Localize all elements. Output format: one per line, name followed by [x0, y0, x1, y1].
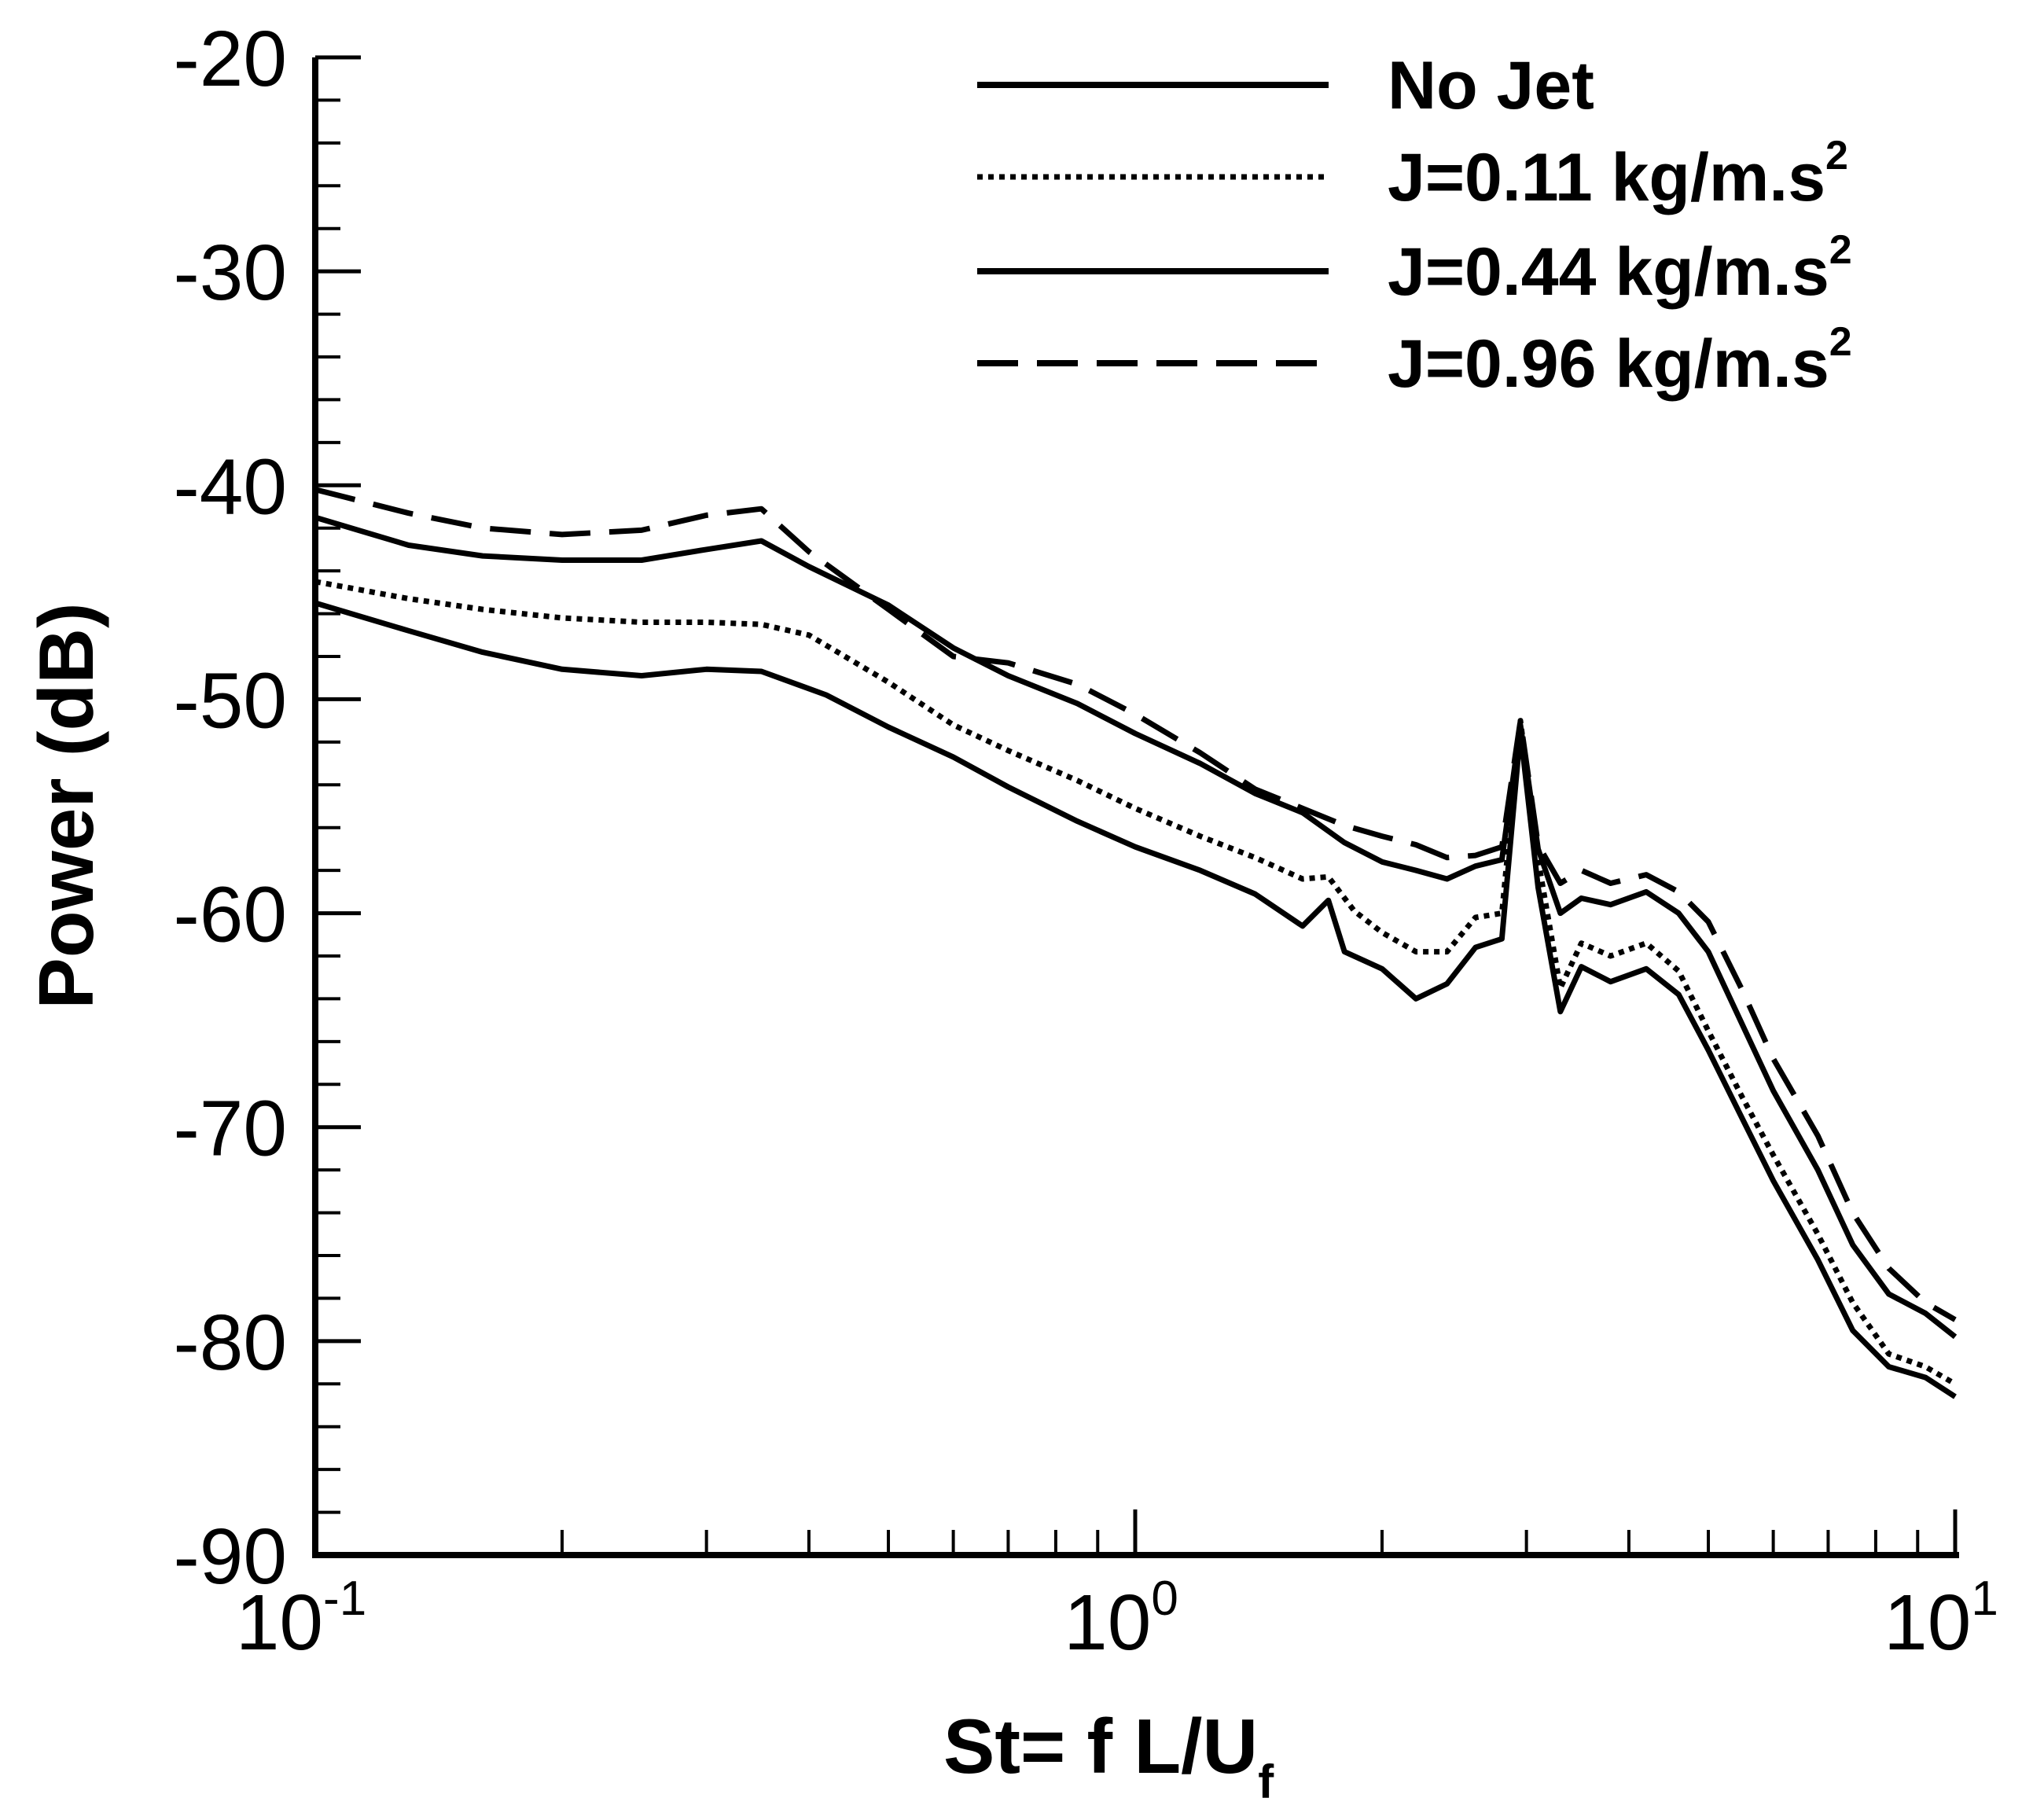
- legend: No Jet J=0.11 kg/m.s2 J=0.44 kg/m.s2 J=0.96…: [977, 48, 1852, 402]
- series-line-2: [314, 579, 1957, 1387]
- y-tick-label: -40: [173, 443, 287, 531]
- x-tick-labels: 10-1 100 101: [236, 1572, 1998, 1667]
- series-line-3: [314, 514, 1958, 1340]
- series-line-1: [314, 600, 1957, 1399]
- legend-label-1: No Jet: [1388, 48, 1594, 123]
- y-tick-label: -60: [173, 871, 287, 959]
- y-tick-label: -90: [173, 1513, 287, 1601]
- y-tick-label: -30: [173, 229, 287, 317]
- x-minor-ticks: [313, 1509, 1958, 1555]
- y-tick-label: -50: [173, 656, 287, 745]
- y-axis-title: Power (dB): [23, 602, 109, 1009]
- legend-label-3: J=0.44 kg/m.s2: [1388, 227, 1852, 310]
- y-tick-label: -20: [173, 15, 287, 103]
- x-tick-label: 10-1: [236, 1572, 366, 1667]
- series-line-4: [314, 487, 1957, 1322]
- y-tick-label: -70: [173, 1085, 287, 1173]
- x-tick-label: 100: [1064, 1572, 1178, 1667]
- y-tick-label: -80: [173, 1299, 287, 1387]
- y-tick-labels: -90 -80 -70 -60 -50 -40 -30 -20: [173, 15, 287, 1601]
- x-axis-title: St= f L/Uf: [943, 1703, 1274, 1808]
- legend-label-2: J=0.11 kg/m.s2: [1388, 133, 1848, 215]
- legend-label-4: J=0.96 kg/m.s2: [1388, 319, 1852, 402]
- series-group: [314, 487, 1958, 1399]
- x-tick-label: 101: [1884, 1572, 1998, 1667]
- y-ticks: [315, 55, 361, 1557]
- x-axis-title-main: St= f L/U: [943, 1703, 1258, 1789]
- x-axis-title-subscript: f: [1258, 1756, 1274, 1808]
